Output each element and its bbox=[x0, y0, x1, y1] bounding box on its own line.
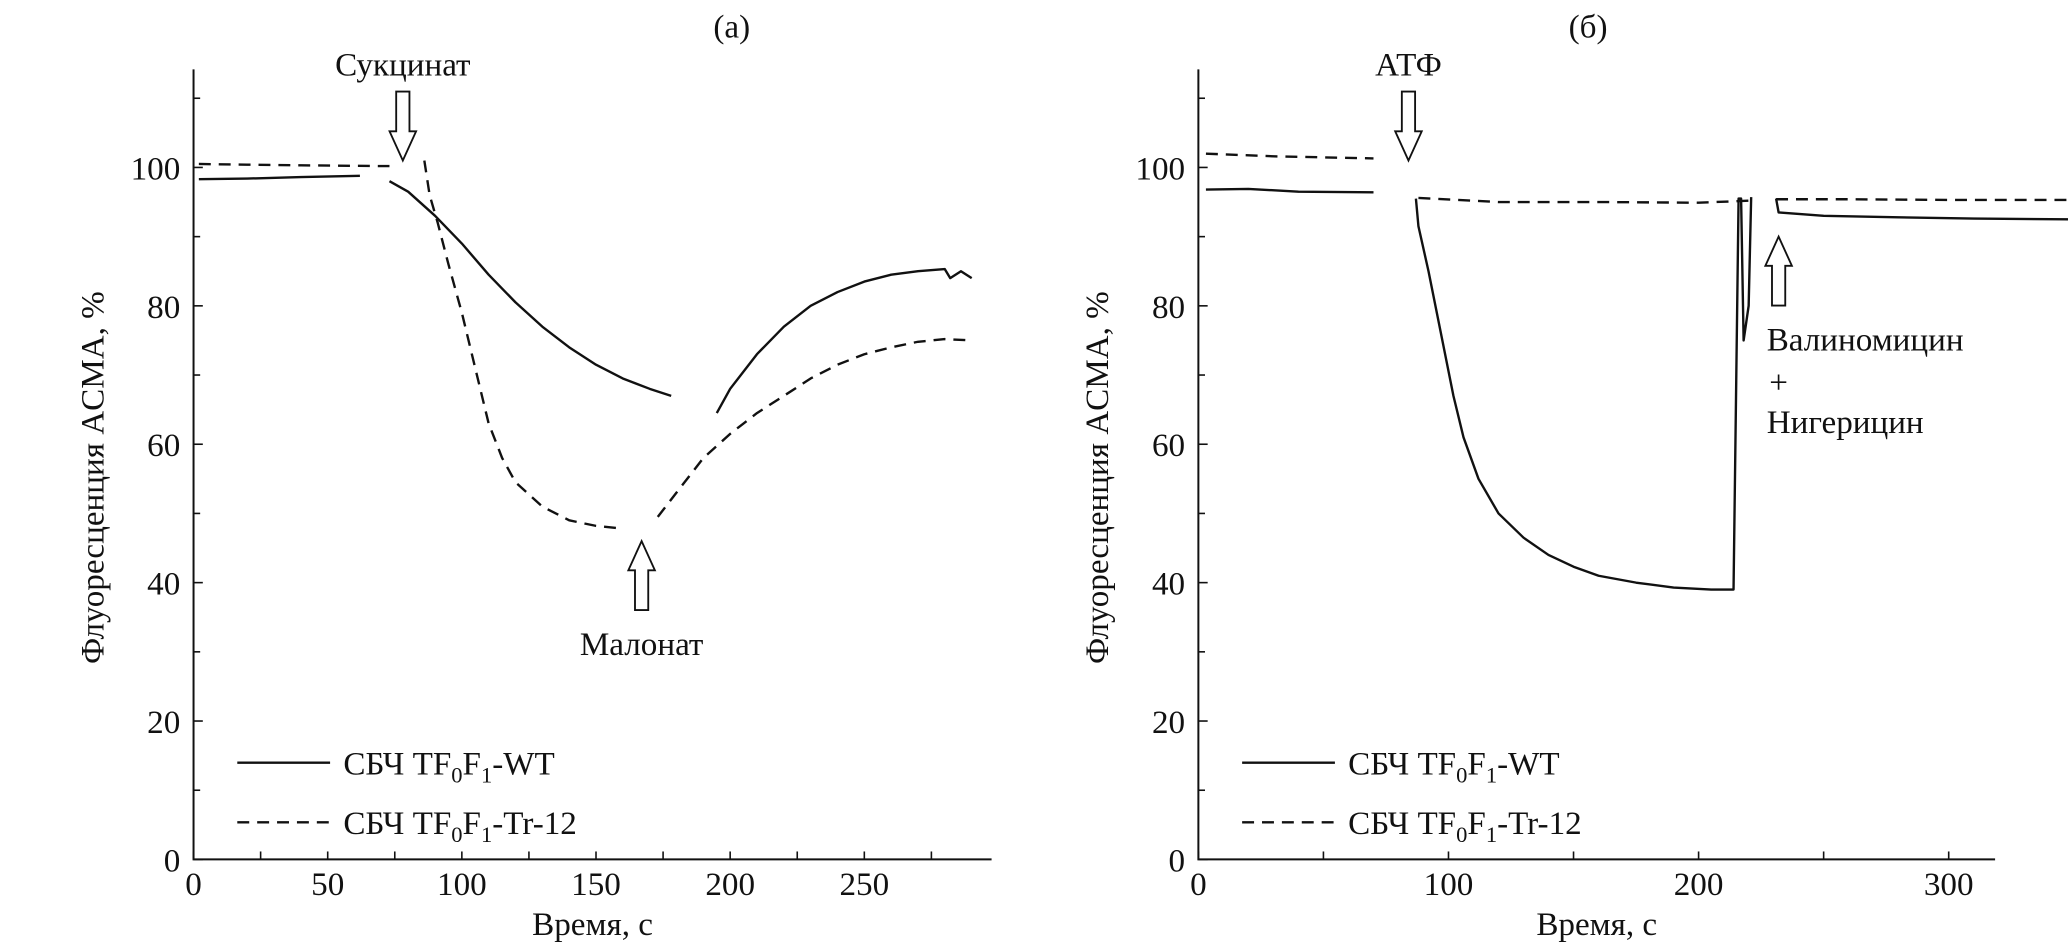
y-tick-label: 40 bbox=[1152, 566, 1185, 603]
y-tick-label: 80 bbox=[1152, 289, 1185, 326]
x-tick-label: 150 bbox=[571, 866, 621, 903]
x-axis-label: Время, с bbox=[532, 906, 653, 943]
series-line-tr12 bbox=[1205, 152, 1374, 160]
legend-label: СБЧ TF0F1-Tr-12 bbox=[343, 805, 577, 847]
x-tick-label: 0 bbox=[185, 866, 202, 903]
legend-label: СБЧ TF0F1-WT bbox=[1348, 746, 1559, 788]
panel-b: 0 20 40 60 80 100 0 100 200 300 Время, с Флуоресцен… bbox=[1079, 9, 2068, 943]
x-tick-label: 50 bbox=[311, 866, 344, 903]
annotation-label: АТФ bbox=[1375, 47, 1442, 84]
y-axis-label: Флуоресценция ACMA, % bbox=[74, 291, 111, 664]
annotation-label: Малонат bbox=[580, 626, 704, 663]
x-tick-label: 200 bbox=[1674, 866, 1724, 903]
x-tick-label: 200 bbox=[705, 866, 755, 903]
y-tick-label: 20 bbox=[1152, 704, 1185, 741]
series-line-wt bbox=[715, 267, 973, 414]
series-line-wt bbox=[1774, 198, 2068, 221]
annotation-arrow-down-icon bbox=[1393, 90, 1424, 163]
annotation-arrow-up-icon bbox=[626, 538, 657, 611]
series-line-tr12 bbox=[1418, 196, 1749, 204]
series-line-tr12 bbox=[656, 337, 972, 518]
annotation-label: Валиномицин bbox=[1767, 322, 1964, 359]
x-tick-label: 100 bbox=[1424, 866, 1474, 903]
y-tick-label: 60 bbox=[1152, 427, 1185, 464]
panel-a: 0 20 40 60 80 100 0 50 100 150 200 250 Время, с Флуор… bbox=[74, 9, 992, 943]
series-line-tr12 bbox=[198, 162, 390, 168]
axes bbox=[1197, 69, 1996, 861]
x-tick-label: 0 bbox=[1190, 866, 1207, 903]
panel-label: (б) bbox=[1569, 9, 1608, 46]
y-tick-label: 80 bbox=[147, 289, 180, 326]
y-tick-label: 40 bbox=[147, 566, 180, 603]
annotation-label: Нигерицин bbox=[1767, 404, 1924, 441]
series-line-wt bbox=[388, 180, 672, 397]
series-line-tr12 bbox=[423, 160, 623, 530]
series-line-tr12 bbox=[1776, 198, 2068, 202]
x-axis-label: Время, с bbox=[1536, 906, 1657, 943]
x-tick-label: 250 bbox=[839, 866, 889, 903]
annotation-label: Сукцинат bbox=[335, 47, 470, 84]
y-tick-label: 60 bbox=[147, 427, 180, 464]
series-line-wt bbox=[1414, 197, 1753, 591]
legend-label: СБЧ TF0F1-WT bbox=[343, 746, 554, 788]
x-tick-label: 100 bbox=[437, 866, 487, 903]
annotation-arrow-down-icon bbox=[388, 90, 418, 163]
y-tick-label: 20 bbox=[147, 704, 180, 741]
y-tick-label: 100 bbox=[131, 150, 181, 187]
y-tick-label: 100 bbox=[1135, 150, 1185, 187]
axes bbox=[192, 69, 992, 861]
y-tick-label: 0 bbox=[164, 842, 181, 879]
legend-label: СБЧ TF0F1-Tr-12 bbox=[1348, 805, 1582, 847]
series-line-wt bbox=[1205, 187, 1374, 194]
panel-label: (a) bbox=[713, 9, 750, 46]
y-axis-label: Флуоресценция ACMA, % bbox=[1079, 291, 1116, 664]
series-line-wt bbox=[198, 174, 360, 181]
x-tick-label: 300 bbox=[1924, 866, 1974, 903]
annotation-arrow-up-icon bbox=[1763, 234, 1794, 307]
y-tick-label: 0 bbox=[1169, 842, 1186, 879]
annotation-label: + bbox=[1769, 364, 1788, 401]
